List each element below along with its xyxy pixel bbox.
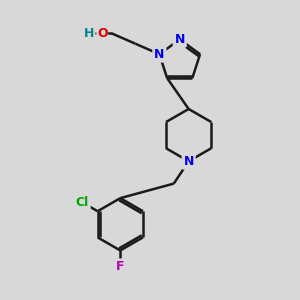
Text: N: N [184,155,194,168]
Text: Cl: Cl [76,196,89,209]
Text: O: O [97,27,108,40]
Text: F: F [116,260,124,273]
Text: N: N [175,33,185,46]
Text: N: N [154,48,165,61]
Text: H: H [84,27,94,40]
